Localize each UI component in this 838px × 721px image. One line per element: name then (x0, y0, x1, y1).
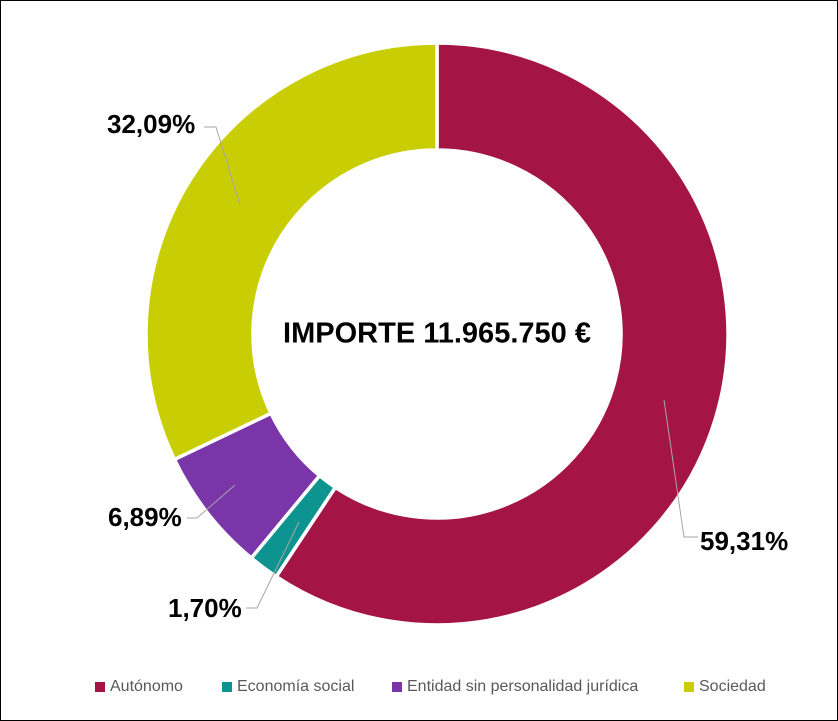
leader-line-economia (246, 521, 300, 609)
leader-line-sociedad (204, 126, 241, 206)
legend-label-autonomo: Autónomo (110, 678, 183, 695)
data-label-entidad: 6,89% (108, 502, 182, 532)
chart-center-label: IMPORTE 11.965.750 € (283, 317, 591, 350)
legend-swatch-sociedad (684, 682, 694, 692)
data-label-economia-social: 1,70% (168, 593, 242, 623)
data-label-sociedad: 32,09% (107, 109, 196, 139)
legend-item-sociedad: Sociedad (684, 675, 766, 699)
legend-swatch-entidad (392, 682, 402, 692)
legend-label-entidad: Entidad sin personalidad jurídica (407, 678, 639, 695)
donut-slice-0 (274, 41, 730, 627)
leader-line-autonomo (663, 399, 698, 538)
legend-label-economia-social: Economía social (237, 678, 355, 695)
data-label-autonomo: 59,31% (700, 526, 789, 556)
legend-swatch-autonomo (95, 682, 105, 692)
donut-slice-3 (144, 41, 439, 462)
legend-item-autonomo: Autónomo (95, 675, 183, 699)
legend-item-entidad: Entidad sin personalidad jurídica (392, 675, 638, 699)
chart-legend: Autónomo Economía social Entidad sin per… (1, 675, 837, 701)
legend-label-sociedad: Sociedad (699, 678, 766, 695)
leader-line-entidad (187, 484, 236, 519)
legend-swatch-economia-social (222, 682, 232, 692)
legend-item-economia-social: Economía social (222, 675, 354, 699)
donut-slices (144, 41, 730, 627)
